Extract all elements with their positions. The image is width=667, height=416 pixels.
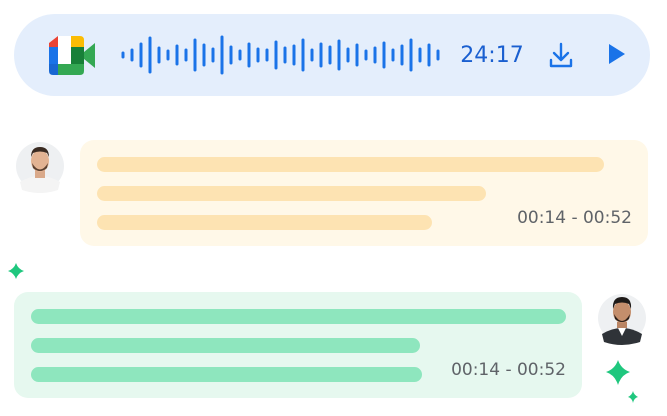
text-placeholder bbox=[31, 338, 420, 353]
sparkle bbox=[8, 263, 24, 279]
waveform bbox=[121, 35, 440, 75]
text-placeholder bbox=[97, 186, 486, 201]
download-button[interactable] bbox=[549, 42, 573, 68]
avatar bbox=[16, 142, 64, 193]
text-placeholder bbox=[97, 215, 432, 230]
play-button[interactable] bbox=[609, 44, 625, 64]
text-placeholder bbox=[97, 157, 604, 172]
duration: 24:17 bbox=[460, 43, 523, 68]
timestamp: 00:14 - 00:52 bbox=[451, 360, 566, 380]
text-placeholder bbox=[31, 367, 422, 382]
sparkle bbox=[628, 391, 638, 403]
text-placeholder bbox=[31, 309, 566, 324]
sparkle bbox=[606, 360, 630, 385]
audio-player bbox=[14, 14, 650, 96]
timestamp: 00:14 - 00:52 bbox=[517, 208, 632, 228]
meet-logo bbox=[49, 36, 95, 75]
avatar bbox=[598, 294, 646, 345]
